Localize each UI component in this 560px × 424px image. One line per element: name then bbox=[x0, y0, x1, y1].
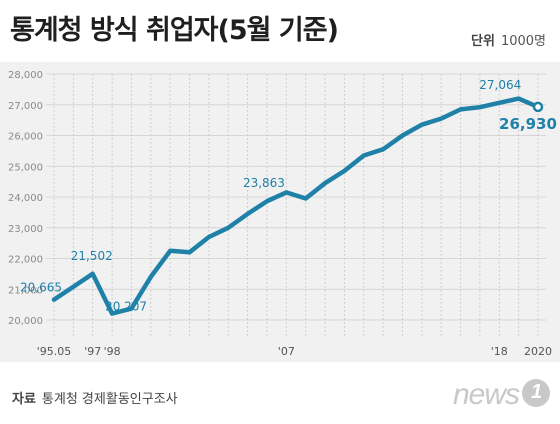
data-label: 20,665 bbox=[20, 281, 62, 295]
news1-logo: news bbox=[453, 378, 550, 412]
data-label: 21,502 bbox=[71, 249, 113, 263]
y-tick-label: 21,000 bbox=[8, 285, 43, 296]
y-tick-label: 26,000 bbox=[8, 132, 43, 143]
unit-note: 단위 1000명 bbox=[471, 30, 546, 49]
unit-value: 1000명 bbox=[500, 34, 546, 49]
unit-label: 단위 bbox=[471, 34, 495, 49]
y-tick-label: 23,000 bbox=[8, 224, 43, 235]
x-tick-label: '18 bbox=[491, 345, 508, 358]
x-tick-label: 2020 bbox=[524, 345, 552, 358]
data-point bbox=[532, 101, 544, 113]
x-tick-label: '98 bbox=[104, 345, 121, 358]
x-tick-label: '95.05 bbox=[37, 345, 72, 358]
x-tick-label: '97 bbox=[84, 345, 101, 358]
x-tick-label: '07 bbox=[278, 345, 295, 358]
source-note: 자료 통계청 경제활동인구조사 bbox=[12, 388, 178, 407]
logo-text: news bbox=[452, 378, 520, 411]
y-tick-label: 20,000 bbox=[8, 316, 43, 327]
data-label: 20,207 bbox=[105, 300, 147, 314]
y-tick-label: 27,000 bbox=[8, 101, 43, 112]
data-label: 27,064 bbox=[479, 78, 521, 92]
source-value: 통계청 경제활동인구조사 bbox=[41, 392, 178, 407]
y-tick-label: 22,000 bbox=[8, 255, 43, 266]
y-tick-label: 24,000 bbox=[8, 193, 43, 204]
y-tick-label: 25,000 bbox=[8, 162, 43, 173]
plot-area: 20,000 21,000 22,000 23,000 24,000 25,000 26,0… bbox=[0, 62, 560, 362]
series-line bbox=[51, 96, 541, 316]
chart-title: 통계청 방식 취업자(5월 기준) bbox=[10, 15, 339, 46]
data-label: 23,863 bbox=[243, 176, 285, 190]
data-label: 26,930 bbox=[499, 115, 557, 133]
line-chart: 20,000 21,000 22,000 23,000 24,000 25,000 26,0… bbox=[8, 70, 557, 358]
logo-badge-icon bbox=[522, 379, 550, 408]
y-tick-label: 28,000 bbox=[8, 70, 43, 81]
source-label: 자료 bbox=[12, 392, 36, 407]
